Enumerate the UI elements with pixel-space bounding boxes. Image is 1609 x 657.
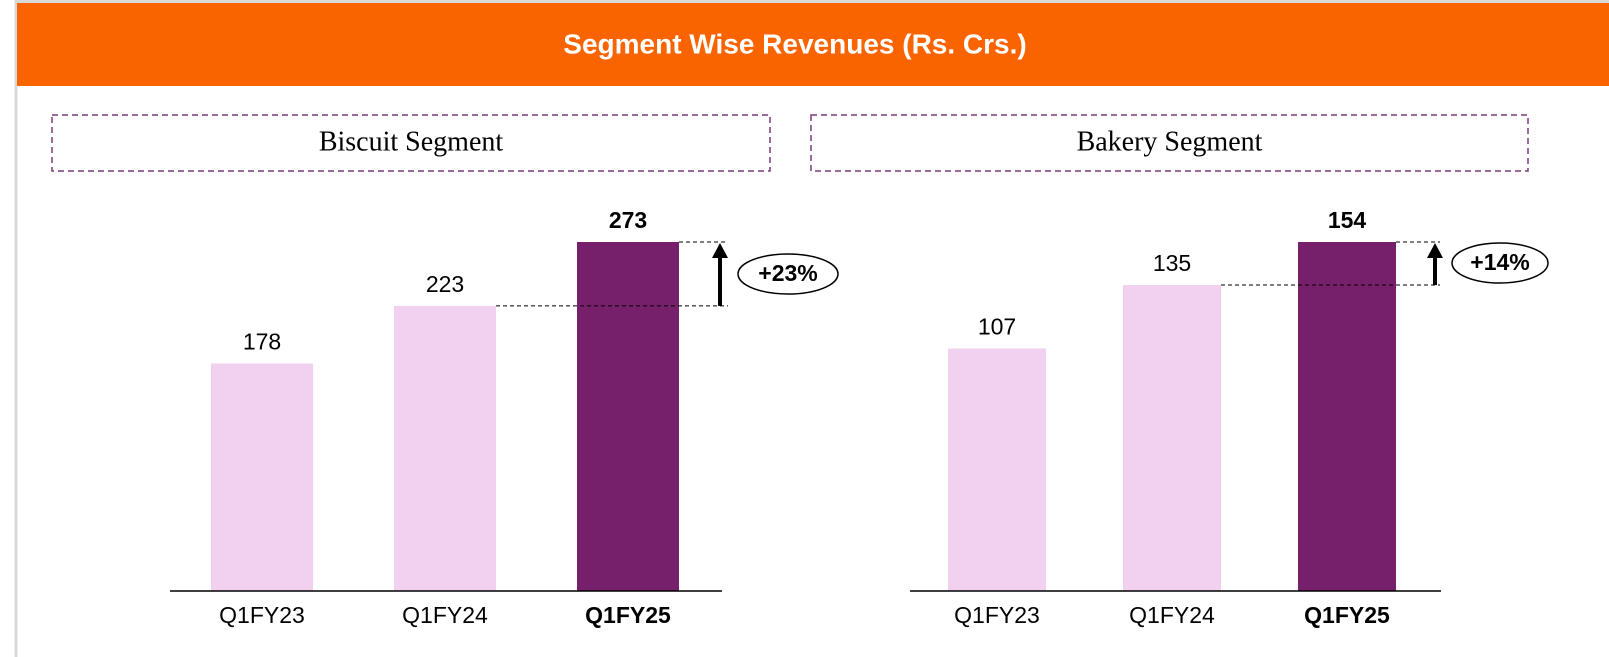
bar — [1123, 285, 1221, 591]
segment-title: Bakery Segment — [1077, 126, 1263, 157]
header-banner — [17, 3, 1609, 86]
value-label: 273 — [609, 207, 647, 233]
segment-title: Biscuit Segment — [319, 126, 504, 157]
x-tick-label: Q1FY23 — [954, 602, 1040, 628]
segment-box — [51, 114, 771, 172]
annotation-oval — [1451, 242, 1549, 284]
annotation: +23% — [758, 260, 817, 286]
growth-arrowhead — [712, 243, 728, 258]
bar — [211, 363, 313, 591]
annotation: +14% — [1470, 249, 1529, 275]
bar — [577, 242, 679, 591]
value-label: 154 — [1328, 207, 1367, 233]
header-title: Segment Wise Revenues (Rs. Crs.) — [563, 28, 1026, 59]
x-tick-label: Q1FY25 — [585, 602, 671, 628]
x-tick-label: Q1FY25 — [1304, 602, 1390, 628]
growth-arrowhead — [1427, 243, 1443, 258]
value-label: 135 — [1153, 250, 1191, 276]
segment-box — [810, 114, 1529, 172]
value-label: 107 — [978, 314, 1016, 340]
value-label: 178 — [243, 329, 281, 355]
bar — [1298, 242, 1396, 591]
bar — [394, 305, 496, 591]
value-label: 223 — [426, 271, 464, 297]
x-tick-label: Q1FY23 — [219, 602, 305, 628]
x-tick-label: Q1FY24 — [402, 602, 488, 628]
x-tick-label: Q1FY24 — [1129, 602, 1215, 628]
annotation-oval — [737, 253, 839, 295]
bar — [948, 348, 1046, 591]
